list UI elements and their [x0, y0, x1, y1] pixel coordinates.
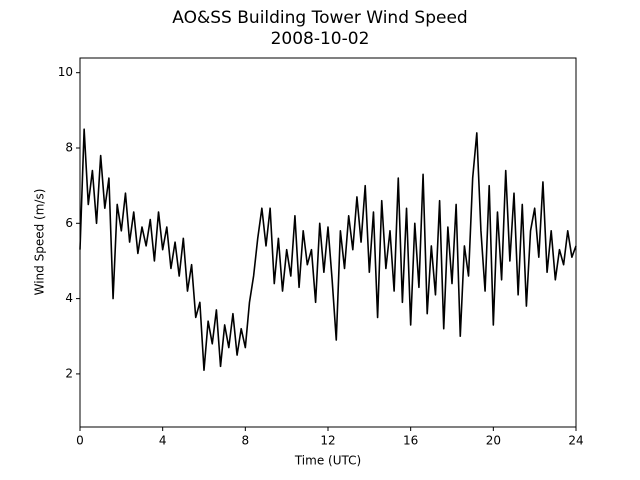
x-axis-label: Time (UTC) — [294, 454, 361, 468]
chart-title: AO&SS Building Tower Wind Speed — [172, 8, 467, 28]
y-tick-label: 10 — [58, 65, 73, 79]
y-tick-label: 6 — [65, 216, 73, 230]
chart-subtitle: 2008-10-02 — [271, 29, 370, 49]
x-tick-label: 24 — [568, 434, 583, 448]
x-tick-label: 8 — [242, 434, 250, 448]
y-tick-label: 2 — [65, 366, 73, 380]
plot-frame — [79, 57, 577, 428]
x-tick-label: 16 — [403, 434, 418, 448]
y-axis-label: Wind Speed (m/s) — [33, 189, 47, 296]
y-tick-label: 4 — [65, 291, 73, 305]
x-tick-label: 4 — [159, 434, 167, 448]
x-tick-label: 20 — [486, 434, 501, 448]
x-tick-label: 12 — [320, 434, 335, 448]
x-tick-label: 0 — [76, 434, 84, 448]
series-line — [79, 128, 577, 371]
y-tick-label: 8 — [65, 140, 73, 154]
